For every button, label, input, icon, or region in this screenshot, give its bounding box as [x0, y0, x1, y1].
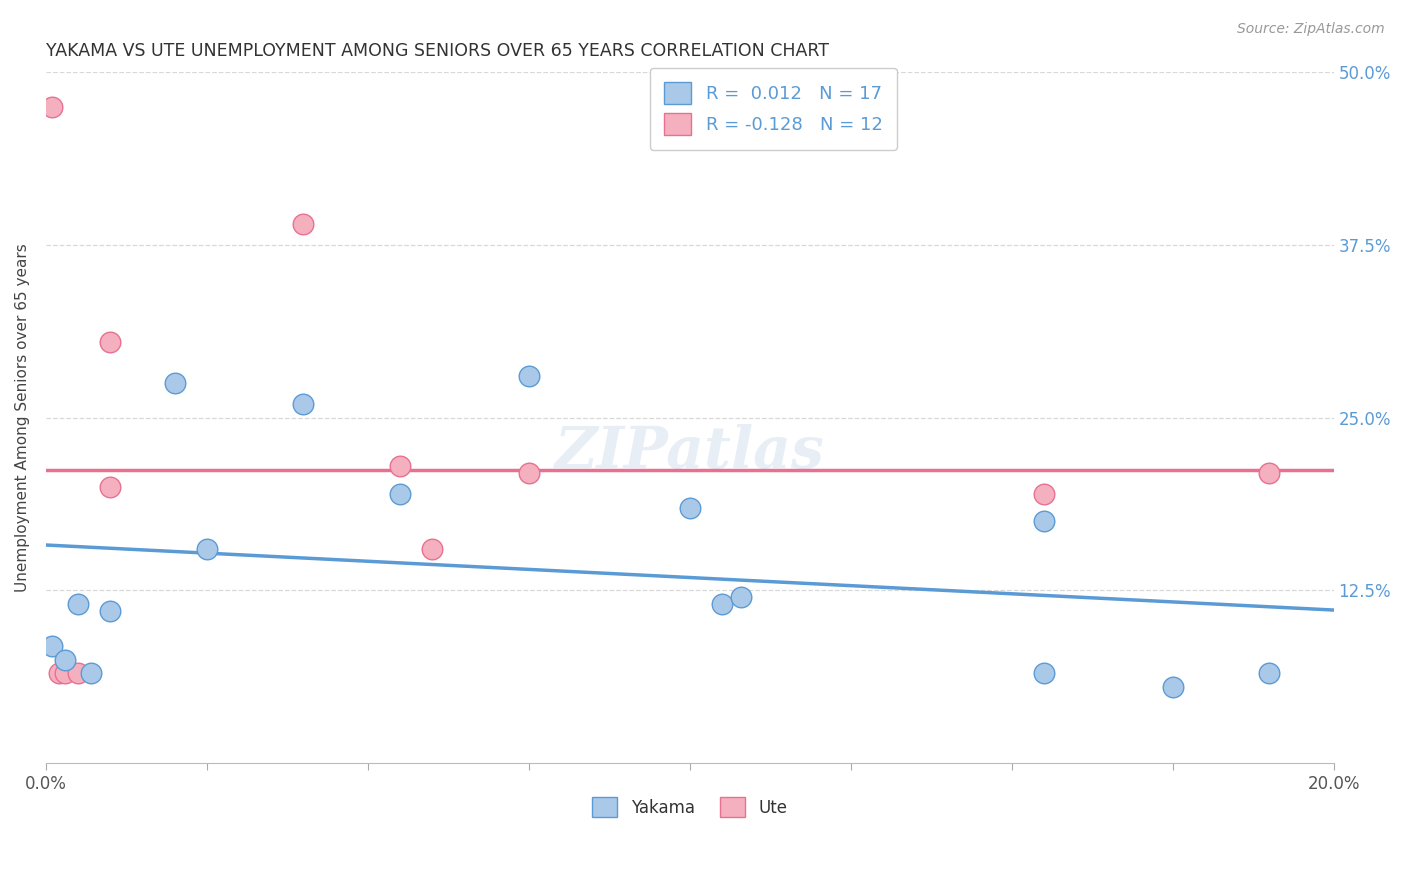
Point: [41, 100, 63, 114]
Point: [80, 666, 103, 681]
Point: [48, 666, 70, 681]
Point: [53, 652, 76, 666]
Point: [41, 639, 63, 653]
Point: [517, 369, 540, 384]
Y-axis label: Unemployment Among Seniors over 65 years: Unemployment Among Seniors over 65 years: [15, 244, 30, 592]
Point: [98, 334, 121, 349]
Point: [292, 397, 315, 411]
Text: ZIPatlas: ZIPatlas: [555, 424, 825, 481]
Point: [420, 541, 443, 556]
Point: [710, 597, 733, 611]
Point: [1258, 466, 1281, 480]
Point: [730, 591, 752, 605]
Point: [1032, 515, 1054, 529]
Point: [1258, 666, 1281, 681]
Point: [1032, 487, 1054, 501]
Point: [98, 604, 121, 618]
Point: [292, 218, 315, 232]
Point: [1032, 666, 1054, 681]
Point: [389, 487, 412, 501]
Point: [98, 480, 121, 494]
Point: [195, 541, 218, 556]
Legend: Yakama, Ute: Yakama, Ute: [586, 790, 794, 824]
Point: [67, 666, 90, 681]
Text: Source: ZipAtlas.com: Source: ZipAtlas.com: [1237, 22, 1385, 37]
Point: [53, 666, 76, 681]
Point: [517, 466, 540, 480]
Point: [1161, 680, 1184, 694]
Point: [163, 376, 186, 391]
Point: [67, 597, 90, 611]
Point: [389, 459, 412, 474]
Text: YAKAMA VS UTE UNEMPLOYMENT AMONG SENIORS OVER 65 YEARS CORRELATION CHART: YAKAMA VS UTE UNEMPLOYMENT AMONG SENIORS…: [46, 42, 830, 60]
Point: [679, 500, 702, 515]
